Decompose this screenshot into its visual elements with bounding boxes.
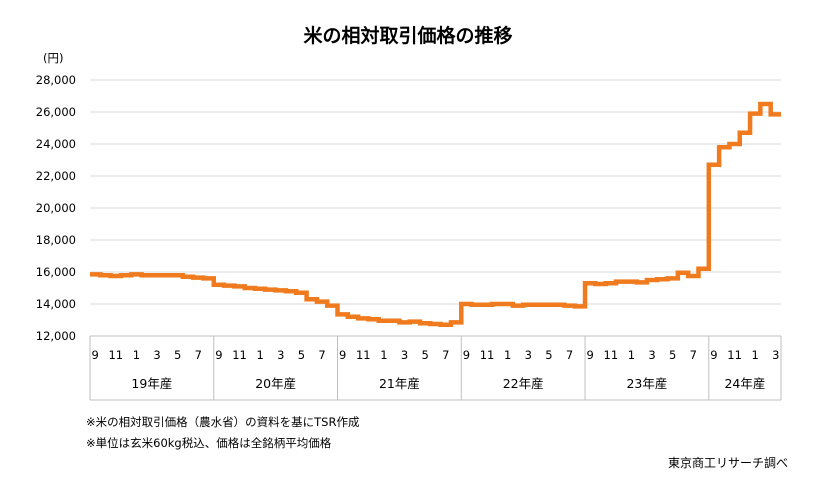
x-tick-label: 3 — [277, 348, 284, 362]
y-axis-unit: (円) — [43, 51, 63, 65]
x-tick-label: 1 — [504, 348, 511, 362]
grid-layer — [90, 79, 781, 305]
x-tick-label: 5 — [298, 348, 305, 362]
x-tick-label: 1 — [628, 348, 635, 362]
group-label: 19年産 — [131, 376, 172, 391]
x-tick-label: 3 — [401, 348, 408, 362]
x-tick-label: 9 — [710, 348, 717, 362]
group-label-layer: 19年産 20年産 21年産 22年産 23年産 24年産 — [89, 336, 782, 400]
x-tick-label: 3 — [772, 348, 779, 362]
x-tick-label: 7 — [442, 348, 449, 362]
y-tick-label: 28,000 — [36, 73, 76, 87]
x-tick-label: 5 — [545, 348, 552, 362]
x-tick-label: 9 — [215, 348, 222, 362]
note-1: ※米の相対取引価格（農水省）の資料を基にTSR作成 — [86, 415, 360, 429]
y-tick-label: 20,000 — [36, 201, 76, 215]
group-label: 23年産 — [626, 376, 667, 391]
x-tick-label: 5 — [422, 348, 429, 362]
x-tick-label: 3 — [525, 348, 532, 362]
x-axis-layer: 9 11 1 3 5 7 9 11 1 3 5 7 9 11 1 3 5 7 9 11 1 3 5 7 9 11 1 3 5 7 9 11 1 3 — [90, 335, 781, 401]
x-tick-label: 11 — [727, 348, 742, 362]
y-tick-label: 24,000 — [36, 137, 76, 151]
x-tick-label: 5 — [669, 348, 676, 362]
x-tick-label: 11 — [604, 348, 619, 362]
x-tick-label: 1 — [752, 348, 759, 362]
x-tick-label: 11 — [356, 348, 371, 362]
x-tick-label: 7 — [195, 348, 202, 362]
y-tick-label: 22,000 — [36, 169, 76, 183]
x-tick-label: 11 — [232, 348, 247, 362]
x-tick-label: 9 — [339, 348, 346, 362]
y-tick-layer: 12,000 14,000 16,000 18,000 20,000 22,000 24,0… — [36, 73, 76, 343]
x-tick-label: 5 — [174, 348, 181, 362]
y-tick-label: 12,000 — [36, 329, 76, 343]
group-label: 24年産 — [724, 376, 765, 391]
x-tick-label: 9 — [91, 348, 98, 362]
group-label: 21年産 — [379, 376, 420, 391]
y-tick-label: 14,000 — [36, 297, 76, 311]
x-tick-label: 7 — [318, 348, 325, 362]
series-layer — [90, 101, 781, 328]
series-line — [90, 101, 781, 328]
source-credit: 東京商工リサーチ調べ — [668, 455, 788, 470]
x-tick-label: 3 — [153, 348, 160, 362]
x-tick-label: 1 — [133, 348, 140, 362]
x-tick-label: 1 — [257, 348, 264, 362]
chart-title: 米の相対取引価格の推移 — [303, 24, 512, 47]
x-tick-label: 9 — [587, 348, 594, 362]
x-tick-label: 1 — [380, 348, 387, 362]
x-tick-label: 7 — [690, 348, 697, 362]
x-tick-label: 11 — [480, 348, 495, 362]
y-tick-label: 26,000 — [36, 105, 76, 119]
x-tick-label: 7 — [566, 348, 573, 362]
x-tick-label: 3 — [648, 348, 655, 362]
x-tick-label: 9 — [463, 348, 470, 362]
y-tick-label: 18,000 — [36, 233, 76, 247]
y-tick-label: 16,000 — [36, 265, 76, 279]
x-tick-label: 11 — [108, 348, 123, 362]
group-label: 20年産 — [255, 376, 296, 391]
group-label: 22年産 — [503, 376, 544, 391]
note-2: ※単位は玄米60kg税込、価格は全銘柄平均価格 — [86, 436, 332, 450]
